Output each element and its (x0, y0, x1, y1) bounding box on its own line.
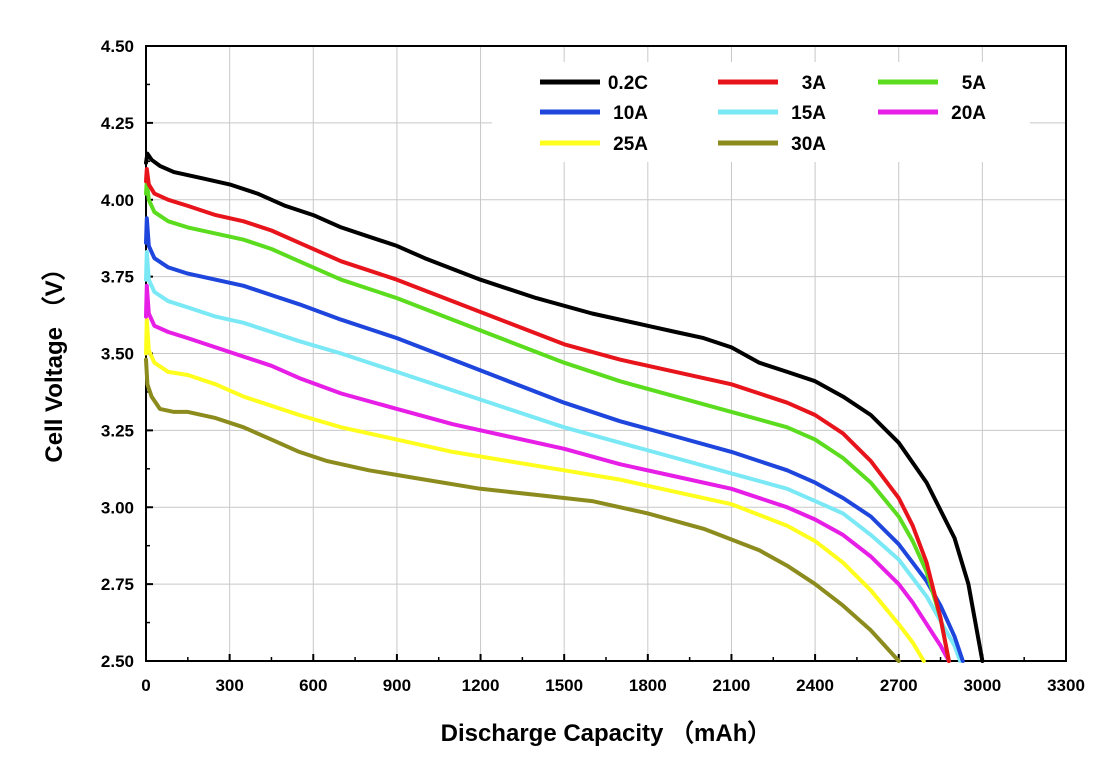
y-tick-label: 3.50 (101, 345, 134, 364)
tick-marks (145, 45, 1067, 662)
legend-label: 20A (951, 103, 986, 124)
y-tick-label: 2.75 (101, 575, 134, 594)
legend-label: 10A (613, 103, 648, 124)
y-tick-labels: 2.50 2.75 3.00 3.25 3.50 3.75 4.00 4.25 4.50 (101, 37, 134, 671)
x-tick-label: 300 (215, 676, 243, 695)
legend-label: 15A (791, 103, 826, 124)
y-tick-label: 3.25 (101, 421, 134, 440)
x-axis-title: Discharge Capacity （mAh） (441, 720, 772, 747)
y-tick-label: 4.50 (101, 37, 134, 56)
legend-label: 5A (962, 73, 987, 94)
series-line-15a (144, 250, 963, 663)
series-line-25a (144, 317, 926, 663)
x-tick-label: 2100 (713, 676, 751, 695)
y-tick-label: 4.25 (101, 114, 134, 133)
legend: 0.2C 3A 5A 10A 15A 20A 25A 30A (492, 62, 1030, 162)
x-tick-label: 3300 (1047, 676, 1085, 695)
series-lines (144, 151, 985, 663)
y-tick-label: 3.00 (101, 498, 134, 517)
x-tick-label: 900 (383, 676, 411, 695)
x-tick-label: 2400 (796, 676, 834, 695)
x-tick-label: 0 (141, 676, 150, 695)
legend-label: 0.2C (608, 73, 648, 94)
series-line-30a (144, 357, 901, 663)
series-line-20a (144, 283, 951, 663)
x-tick-labels: 0 300 600 900 1200 1500 1800 2100 2400 2700 3000 33… (141, 676, 1085, 695)
x-tick-label: 2700 (880, 676, 918, 695)
series-line-02c (144, 151, 985, 663)
legend-label: 3A (802, 73, 827, 94)
x-tick-label: 1200 (462, 676, 500, 695)
x-tick-label: 600 (299, 676, 327, 695)
y-tick-label: 4.00 (101, 191, 134, 210)
series-line-3a (144, 167, 951, 663)
y-tick-label: 2.50 (101, 652, 134, 671)
series-line-10a (144, 216, 965, 663)
x-tick-label: 1500 (545, 676, 583, 695)
series-line-5a (144, 179, 951, 663)
legend-label: 30A (791, 134, 826, 155)
y-tick-label: 3.75 (101, 268, 134, 287)
x-tick-label: 3000 (963, 676, 1001, 695)
x-tick-label: 1800 (629, 676, 667, 695)
legend-label: 25A (613, 134, 648, 155)
y-axis-title: Cell Voltage （V） (41, 256, 68, 462)
